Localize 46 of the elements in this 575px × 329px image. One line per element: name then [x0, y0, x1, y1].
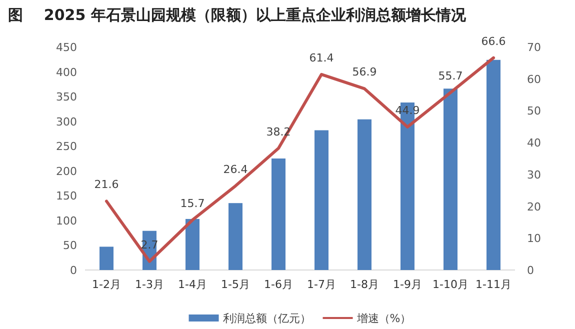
y2-tick-label: 50	[527, 104, 541, 118]
y2-tick-label: 70	[527, 41, 541, 54]
bar	[228, 203, 242, 270]
bar	[444, 88, 458, 270]
x-tick-label: 1-2月	[92, 278, 121, 291]
bar	[272, 158, 286, 270]
y2-tick-label: 10	[527, 232, 541, 246]
y2-tick-label: 30	[527, 168, 541, 182]
y-tick-label: 250	[56, 140, 77, 154]
bar	[100, 246, 114, 270]
bar	[186, 218, 200, 270]
y2-tick-label: 60	[527, 72, 541, 86]
bar	[358, 119, 372, 270]
x-tick-label: 1-3月	[135, 278, 164, 291]
y-tick-label: 50	[63, 239, 77, 252]
x-tick-label: 1-8月	[350, 278, 379, 291]
data-label: 56.9	[352, 66, 377, 79]
y-tick-label: 350	[56, 90, 77, 104]
x-tick-label: 1-10月	[432, 278, 468, 291]
y2-tick-label: 20	[527, 200, 541, 214]
y-tick-label: 0	[70, 264, 77, 277]
y-tick-label: 400	[56, 66, 77, 79]
data-label: 21.6	[94, 178, 119, 192]
legend-label: 利润总额（亿元）	[222, 312, 311, 325]
y2-tick-label: 40	[527, 136, 541, 150]
x-tick-label: 1-9月	[393, 278, 422, 291]
y-tick-label: 100	[56, 214, 77, 228]
y-tick-label: 200	[56, 164, 77, 178]
data-label: 55.7	[438, 70, 463, 83]
x-tick-label: 1-7月	[307, 278, 336, 291]
y-tick-label: 450	[56, 41, 77, 54]
x-tick-label: 1-4月	[178, 278, 207, 291]
y-tick-label: 300	[56, 115, 77, 128]
y-tick-label: 150	[56, 190, 77, 203]
data-label: 15.7	[180, 196, 205, 210]
bar	[486, 60, 500, 270]
x-tick-label: 1-6月	[264, 278, 293, 291]
x-tick-label: 1-5月	[221, 278, 250, 291]
data-label: 26.4	[223, 162, 248, 176]
chart-title: 图 2025 年石景山园规模（限额）以上重点企业利润总额增长情况	[8, 6, 467, 24]
y2-tick-label: 0	[527, 264, 534, 277]
data-label: 61.4	[309, 51, 334, 64]
legend-label: 增速（%）	[356, 312, 412, 325]
bar	[314, 130, 328, 270]
data-label: 66.6	[481, 34, 506, 48]
x-tick-label: 1-11月	[476, 278, 512, 291]
